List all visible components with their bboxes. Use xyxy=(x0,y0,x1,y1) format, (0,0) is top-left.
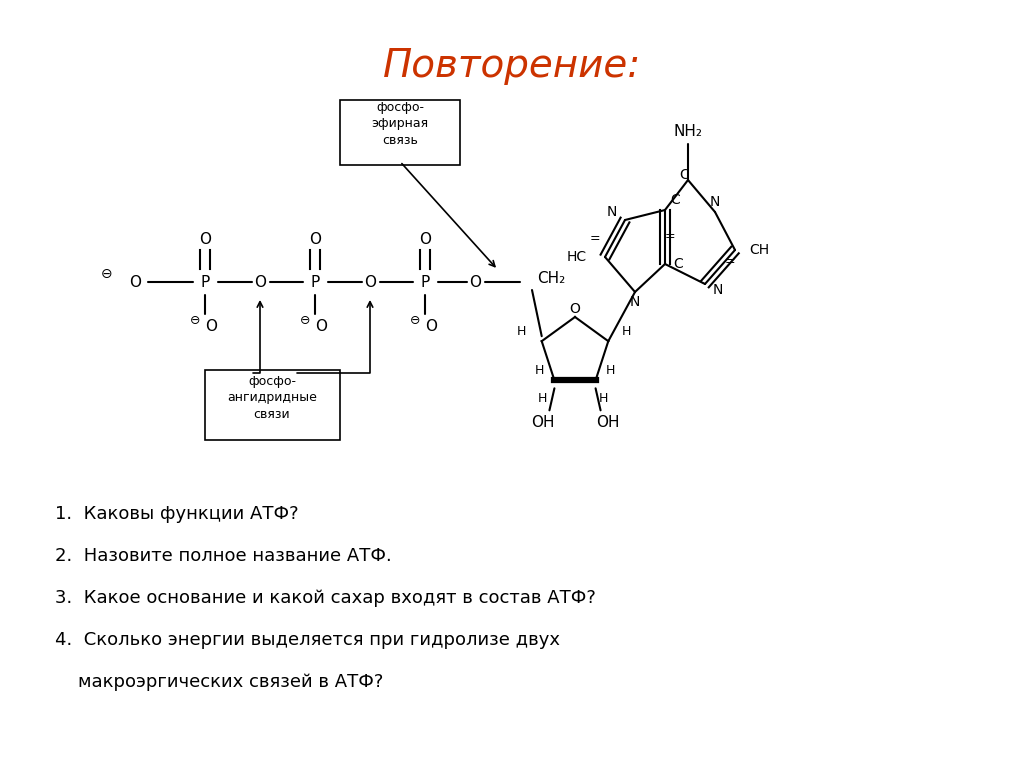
Text: H: H xyxy=(622,324,631,337)
Text: Повторение:: Повторение: xyxy=(383,47,641,85)
Text: OH: OH xyxy=(530,415,554,430)
Text: макроэргических связей в АТФ?: макроэргических связей в АТФ? xyxy=(55,673,383,691)
FancyBboxPatch shape xyxy=(340,100,460,164)
Text: O: O xyxy=(254,275,266,289)
Text: O: O xyxy=(425,318,437,334)
Text: CH₂: CH₂ xyxy=(537,271,565,285)
Text: O: O xyxy=(199,232,211,248)
Text: C: C xyxy=(673,257,683,271)
Text: ⊖: ⊖ xyxy=(410,314,420,327)
Text: P: P xyxy=(201,275,210,289)
Text: 1.  Каковы функции АТФ?: 1. Каковы функции АТФ? xyxy=(55,505,299,523)
Text: O: O xyxy=(469,275,481,289)
Text: ⊖: ⊖ xyxy=(101,267,113,281)
Text: NH₂: NH₂ xyxy=(674,124,702,140)
Text: H: H xyxy=(599,392,608,405)
Text: ⊖: ⊖ xyxy=(189,314,201,327)
Text: =: = xyxy=(725,255,735,268)
Text: C: C xyxy=(679,168,689,182)
Text: O: O xyxy=(419,232,431,248)
Text: O: O xyxy=(315,318,327,334)
Text: =: = xyxy=(665,231,675,243)
Text: H: H xyxy=(606,364,615,377)
Text: N: N xyxy=(630,295,640,309)
Text: HC: HC xyxy=(567,250,587,264)
Text: O: O xyxy=(364,275,376,289)
Text: 4.  Сколько энергии выделяется при гидролизе двух: 4. Сколько энергии выделяется при гидрол… xyxy=(55,631,560,649)
Text: H: H xyxy=(517,324,526,337)
Text: N: N xyxy=(606,205,617,219)
Text: O: O xyxy=(205,318,217,334)
Text: C: C xyxy=(670,193,680,207)
Text: фосфо-
ангидридные
связи: фосфо- ангидридные связи xyxy=(227,376,317,420)
Text: P: P xyxy=(421,275,430,289)
Text: =: = xyxy=(590,232,600,245)
Text: H: H xyxy=(538,392,547,405)
Text: O: O xyxy=(569,302,581,316)
Text: H: H xyxy=(535,364,544,377)
Text: O: O xyxy=(129,275,141,289)
Text: OH: OH xyxy=(596,415,620,430)
Text: P: P xyxy=(310,275,319,289)
FancyBboxPatch shape xyxy=(205,370,340,440)
Text: CH: CH xyxy=(749,243,769,257)
Text: фосфо-
эфирная
связь: фосфо- эфирная связь xyxy=(372,101,429,146)
Text: 2.  Назовите полное название АТФ.: 2. Назовите полное название АТФ. xyxy=(55,547,392,565)
Text: 3.  Какое основание и какой сахар входят в состав АТФ?: 3. Какое основание и какой сахар входят … xyxy=(55,589,596,607)
Text: ⊖: ⊖ xyxy=(300,314,310,327)
Text: N: N xyxy=(713,283,723,297)
Text: O: O xyxy=(309,232,321,248)
Text: N: N xyxy=(710,195,720,209)
